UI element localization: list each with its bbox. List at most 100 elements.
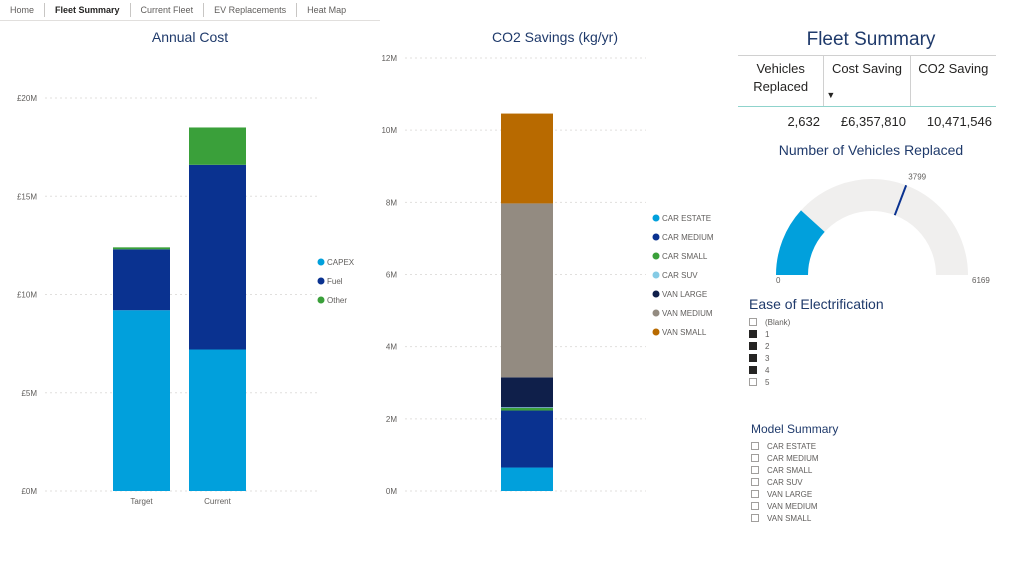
tab-ev-replacements[interactable]: EV Replacements	[204, 3, 298, 17]
model-item-label: CAR SUV	[767, 477, 803, 487]
legend-label-car-small[interactable]: CAR SMALL	[662, 252, 708, 261]
ease-item-label: 1	[765, 329, 770, 339]
checkbox[interactable]	[751, 490, 759, 498]
model-item-car-medium[interactable]: CAR MEDIUM	[751, 452, 819, 464]
checkbox[interactable]	[751, 502, 759, 510]
legend-marker-van-small	[652, 328, 660, 336]
bar-current-other[interactable]	[189, 127, 246, 165]
bar-total-car-suv[interactable]	[501, 407, 553, 409]
legend-marker-car-estate	[652, 214, 660, 222]
legend-marker-van-large	[652, 290, 660, 298]
bar-target-capex[interactable]	[113, 310, 170, 491]
checkbox[interactable]	[749, 354, 757, 362]
legend-label-van-medium[interactable]: VAN MEDIUM	[662, 309, 713, 318]
vehicles-replaced-gauge[interactable]: 3799 0 6169	[740, 160, 1010, 290]
checkbox[interactable]	[749, 378, 757, 386]
legend-label-other[interactable]: Other	[327, 296, 347, 305]
ease-item-1[interactable]: 1	[749, 328, 790, 340]
ease-item-label: 3	[765, 353, 770, 363]
annual-cost-title: Annual Cost	[151, 29, 229, 45]
bar-current-capex[interactable]	[189, 349, 246, 491]
bar-total-car-small[interactable]	[501, 408, 553, 411]
gauge-title: Number of Vehicles Replaced	[778, 142, 964, 158]
legend-label-capex[interactable]: CAPEX	[327, 258, 355, 267]
table-header-row: Vehicles Replaced Cost Saving ▼ CO2 Savin…	[738, 55, 996, 107]
x-tick-label: Target	[130, 497, 153, 506]
y-tick-label: 0M	[386, 487, 397, 496]
ease-slicer: (Blank) 1 2 3 4 5	[749, 316, 790, 388]
y-tick-label: £15M	[17, 192, 37, 201]
model-item-van-large[interactable]: VAN LARGE	[751, 488, 819, 500]
bar-total-van-medium[interactable]	[501, 203, 553, 378]
ease-item-3[interactable]: 3	[749, 352, 790, 364]
y-tick-label: 8M	[386, 198, 397, 207]
checkbox[interactable]	[751, 442, 759, 450]
ease-item-label: (Blank)	[765, 317, 791, 327]
checkbox[interactable]	[751, 478, 759, 486]
gauge-target-label: 3799	[908, 173, 926, 182]
tab-current-fleet[interactable]: Current Fleet	[131, 3, 205, 17]
checkbox[interactable]	[751, 514, 759, 522]
checkbox[interactable]	[751, 454, 759, 462]
fleet-summary-title: Fleet Summary	[806, 29, 936, 50]
ease-item-4[interactable]: 4	[749, 364, 790, 376]
vehicles-replaced-value: 2,632	[787, 114, 820, 129]
tab-home[interactable]: Home	[0, 3, 46, 17]
bar-current-fuel[interactable]	[189, 164, 246, 350]
legend-marker-other	[317, 296, 325, 304]
ease-item-5[interactable]: 5	[749, 376, 790, 388]
y-tick-label: £10M	[17, 291, 37, 300]
bar-total-van-small[interactable]	[501, 113, 553, 204]
model-item-car-small[interactable]: CAR SMALL	[751, 464, 819, 476]
model-item-label: CAR SMALL	[767, 465, 813, 475]
model-item-label: VAN LARGE	[767, 489, 813, 499]
co2-saving-value: 10,471,546	[926, 114, 992, 129]
fleet-summary-table: Vehicles Replaced Cost Saving ▼ CO2 Savin…	[738, 55, 996, 129]
checkbox[interactable]	[749, 330, 757, 338]
model-item-car-estate[interactable]: CAR ESTATE	[751, 440, 819, 452]
model-item-van-small[interactable]: VAN SMALL	[751, 512, 819, 524]
legend-marker-car-small	[652, 252, 660, 260]
y-tick-label: 6M	[386, 271, 397, 280]
header-cost-saving[interactable]: Cost Saving ▼	[824, 56, 911, 106]
y-tick-label: 2M	[386, 415, 397, 424]
bar-total-van-large[interactable]	[501, 377, 553, 408]
legend-label-car-medium[interactable]: CAR MEDIUM	[662, 233, 714, 242]
y-tick-label: 12M	[381, 54, 397, 63]
tab-fleet-summary[interactable]: Fleet Summary	[45, 3, 131, 17]
ease-item-blank[interactable]: (Blank)	[749, 316, 790, 328]
y-tick-label: £0M	[21, 487, 37, 496]
header-co2-saving[interactable]: CO2 Saving	[918, 61, 989, 76]
tab-heat-map[interactable]: Heat Map	[307, 5, 347, 15]
ease-item-2[interactable]: 2	[749, 340, 790, 352]
bar-target-other[interactable]	[113, 247, 170, 250]
legend-label-van-large[interactable]: VAN LARGE	[662, 290, 707, 299]
ease-item-label: 2	[765, 341, 770, 351]
legend-label-car-estate[interactable]: CAR ESTATE	[662, 214, 711, 223]
y-tick-label: £5M	[21, 389, 37, 398]
model-item-van-medium[interactable]: VAN MEDIUM	[751, 500, 819, 512]
checkbox[interactable]	[749, 318, 757, 326]
co2-savings-title: CO2 Savings (kg/yr)	[491, 29, 619, 45]
legend-label-car-suv[interactable]: CAR SUV	[662, 271, 698, 280]
gauge-value-arc[interactable]	[776, 210, 826, 276]
bar-target-fuel[interactable]	[113, 249, 170, 311]
legend-marker-van-medium	[652, 309, 660, 317]
y-tick-label: 10M	[381, 126, 397, 135]
co2-savings-chart[interactable]: 0M 2M 4M 6M 8M 10M 12M CAR ESTATE CAR MEDIUM CAR …	[370, 50, 730, 520]
x-tick-label: Current	[204, 497, 231, 506]
annual-cost-chart[interactable]: £0M £5M £10M £15M £20M Target Current CAPEX Fuel…	[0, 50, 370, 520]
model-slicer: CAR ESTATE CAR MEDIUM CAR SMALL CAR SUV VAN …	[751, 440, 819, 524]
checkbox[interactable]	[749, 366, 757, 374]
legend-label-fuel[interactable]: Fuel	[327, 277, 343, 286]
legend-label-van-small[interactable]: VAN SMALL	[662, 328, 707, 337]
legend-marker-car-suv	[652, 271, 660, 279]
header-vehicles-replaced[interactable]: Vehicles Replaced	[738, 56, 825, 106]
model-item-label: VAN MEDIUM	[767, 501, 818, 511]
checkbox[interactable]	[751, 466, 759, 474]
bar-total-car-medium[interactable]	[501, 410, 553, 468]
checkbox[interactable]	[749, 342, 757, 350]
model-item-car-suv[interactable]: CAR SUV	[751, 476, 819, 488]
gauge-target-marker	[893, 184, 908, 216]
bar-total-car-estate[interactable]	[501, 467, 553, 491]
